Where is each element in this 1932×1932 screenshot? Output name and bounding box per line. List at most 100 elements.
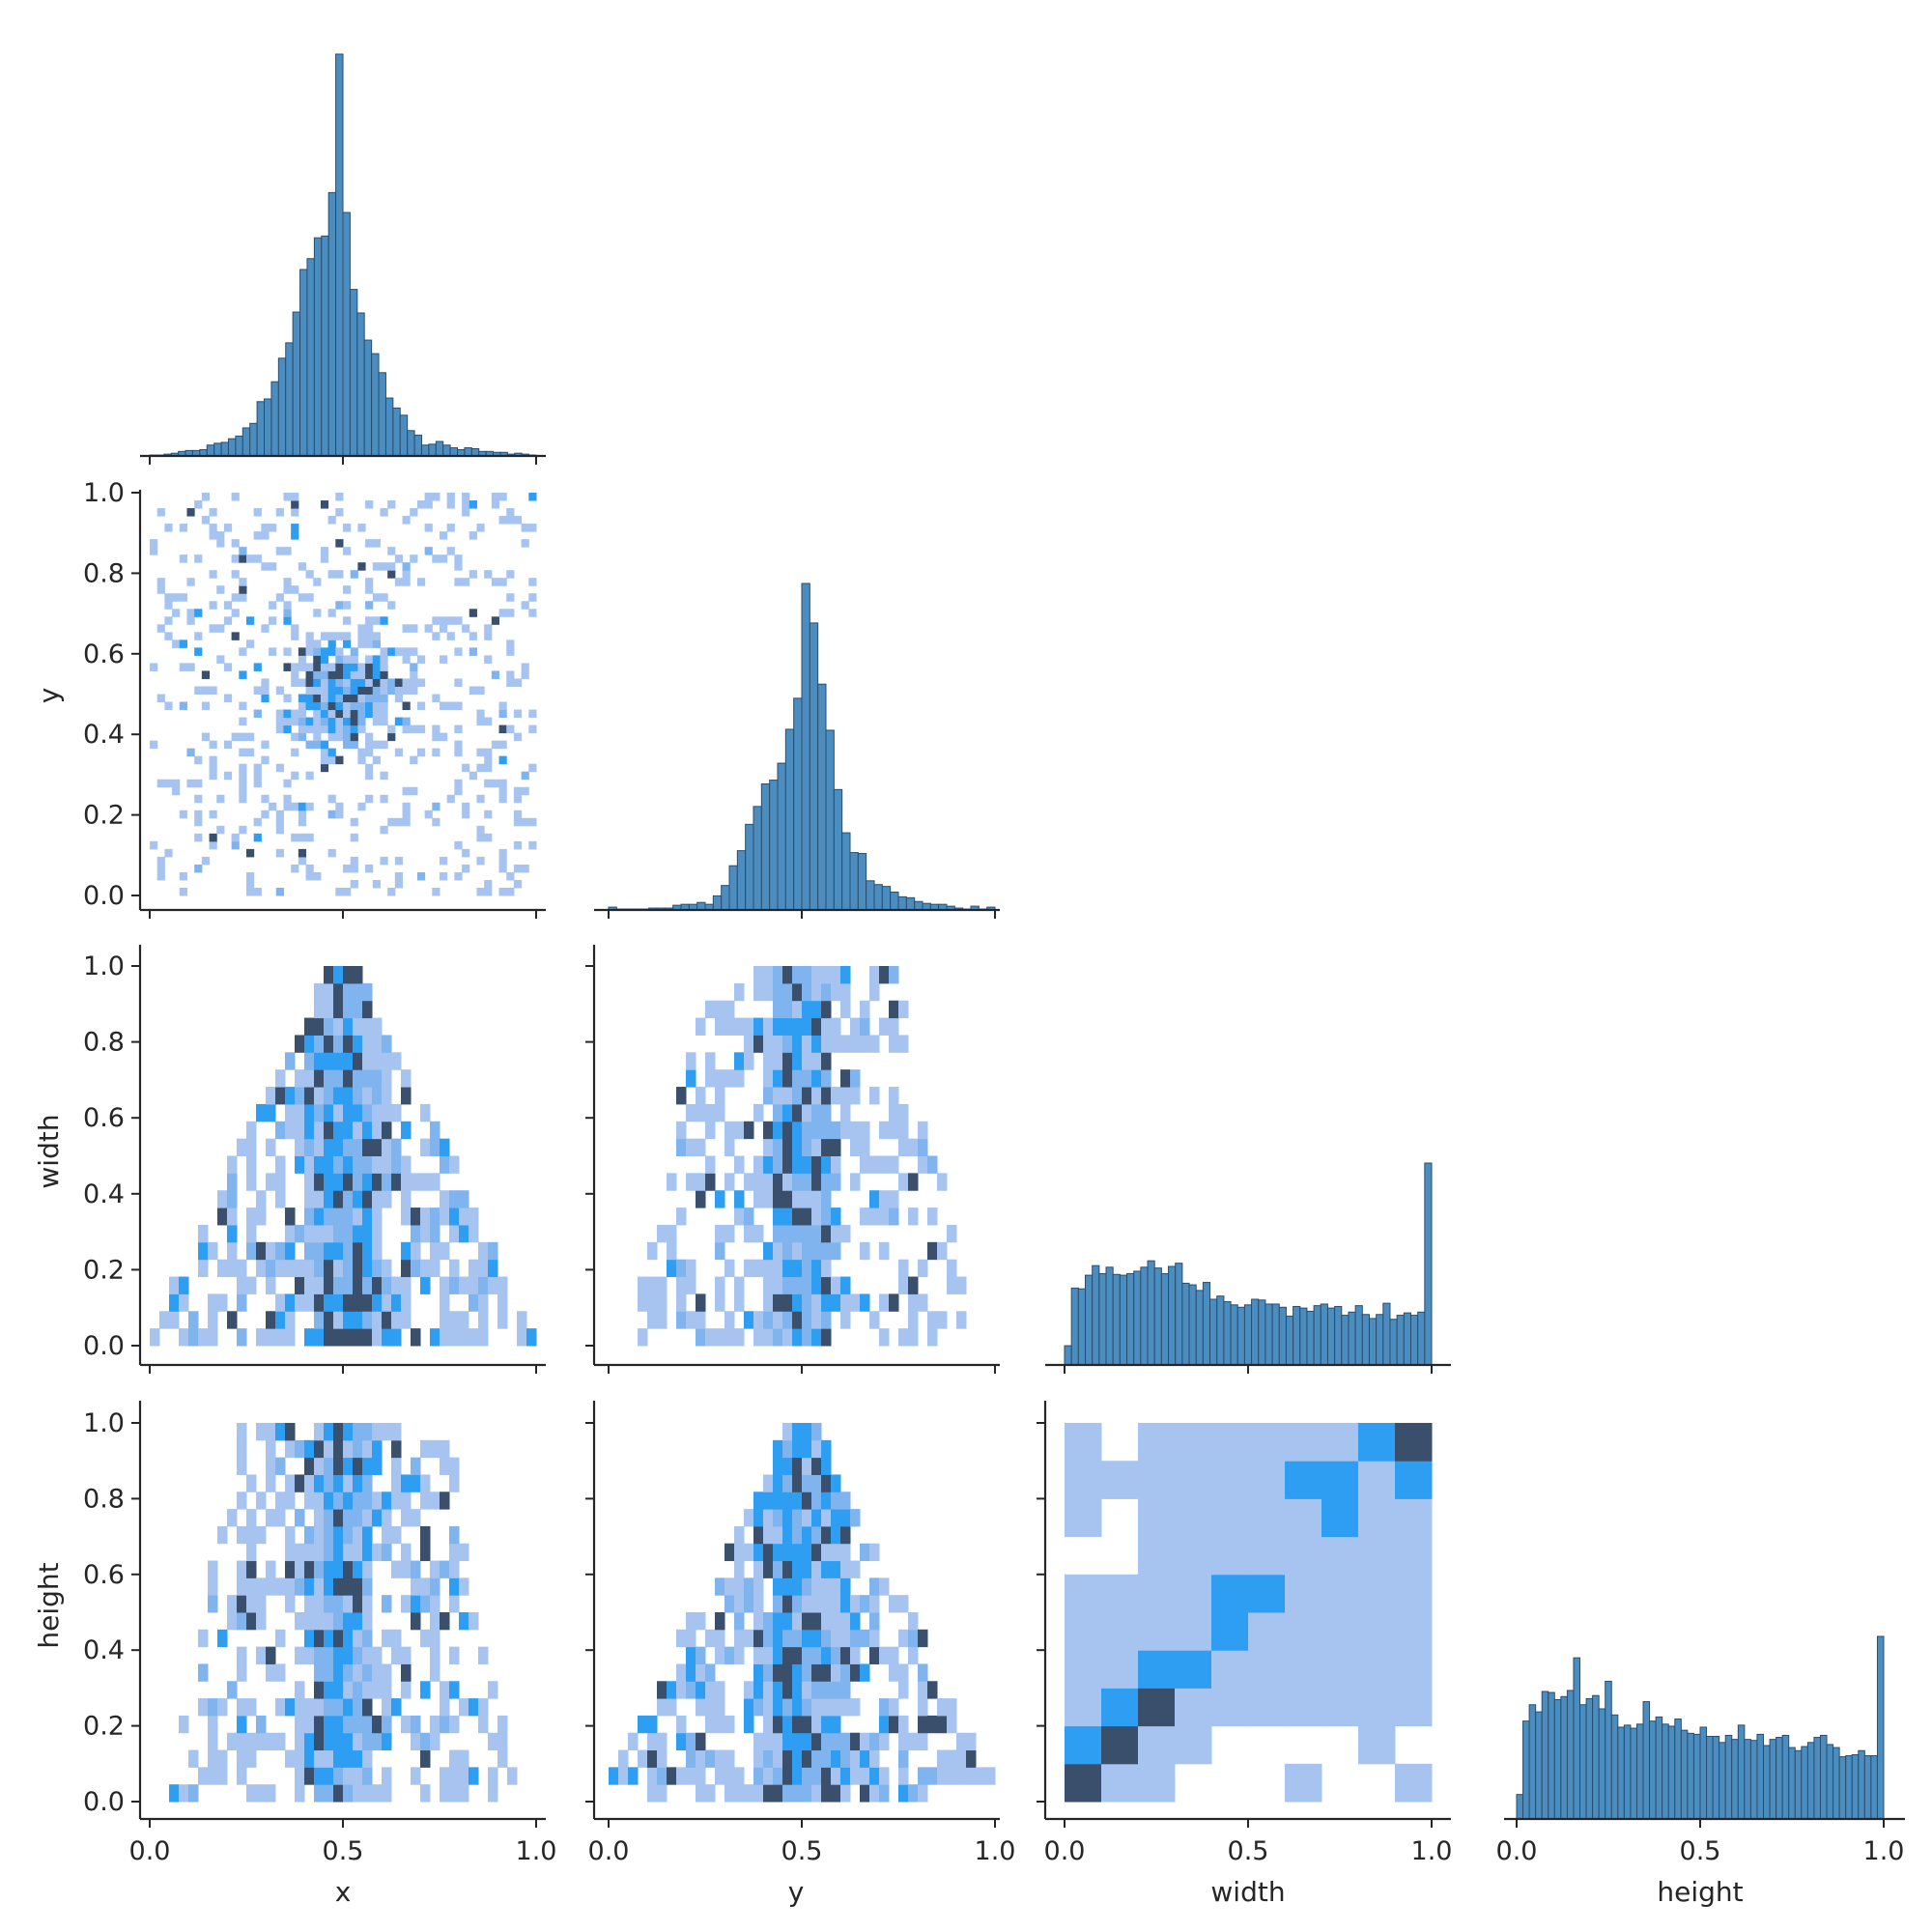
width-vs-x-cell <box>372 1293 383 1312</box>
y-vs-x-cell <box>513 864 523 873</box>
y-vs-x-cell <box>469 632 477 640</box>
height-vs-x-cell <box>246 1509 257 1527</box>
histogram-bar <box>327 191 337 457</box>
height-vs-y-cell <box>782 1439 793 1459</box>
width-vs-x-cell <box>353 1224 363 1243</box>
width-vs-x-cell <box>304 1208 315 1226</box>
height-vs-x-cell <box>246 1698 257 1717</box>
y-vs-x-cell <box>327 709 336 719</box>
y-vs-x-cell <box>350 670 358 679</box>
y-vs-x-cell <box>350 740 358 750</box>
histogram-bar <box>1147 1260 1155 1366</box>
y-vs-x-cell <box>231 632 240 640</box>
height-vs-x-cell <box>440 1767 450 1785</box>
width-vs-x-cell <box>440 1155 450 1174</box>
height-vs-x-cell <box>314 1457 325 1475</box>
height-vs-x-cell <box>227 1595 238 1613</box>
height-vs-y-cell <box>686 1681 696 1699</box>
width-vs-y-cell <box>898 1000 909 1019</box>
y-vs-x-cell <box>186 578 195 586</box>
height-vs-y-cell <box>840 1646 851 1664</box>
width-vs-x-cell <box>391 1276 402 1294</box>
height-vs-x-cell <box>237 1663 247 1682</box>
y-vs-x-cell <box>327 694 336 703</box>
height-vs-y-cell <box>831 1612 841 1631</box>
height-vs-x-cell <box>372 1681 383 1699</box>
width-vs-y-cell <box>744 1121 754 1140</box>
height-vs-y-cell <box>860 1595 870 1613</box>
height-vs-y-cell <box>898 1681 909 1699</box>
y-vs-x-cell <box>261 740 270 750</box>
width-vs-x-cell <box>256 1241 267 1261</box>
height-vs-y-cell <box>657 1749 668 1768</box>
height-vs-y-cell <box>753 1749 764 1768</box>
width-vs-y-cell <box>956 1276 967 1294</box>
height-vs-width-cell <box>1211 1536 1249 1576</box>
height-vs-x-cell <box>449 1543 460 1562</box>
y-vs-x-cell <box>253 554 262 563</box>
y-vs-x-cell <box>462 763 470 773</box>
height-vs-width-cell <box>1101 1574 1139 1613</box>
y-vs-x-cell <box>335 686 344 695</box>
height-vs-x-y-tick-label: 0.8 <box>83 1484 125 1514</box>
y-vs-x-cell <box>275 810 284 819</box>
height-vs-x-y-tick-label: 0.6 <box>83 1560 125 1590</box>
histogram-bar <box>1863 1755 1872 1820</box>
height-vs-x-cell <box>256 1612 267 1631</box>
width-vs-y-cell <box>715 1000 725 1019</box>
width-vs-y-cell <box>753 1103 764 1122</box>
height-vs-x-cell <box>256 1577 267 1596</box>
width-vs-y-cell <box>647 1293 658 1312</box>
height-vs-y-cell <box>686 1646 696 1664</box>
width-vs-x-cell <box>372 1328 383 1347</box>
height-vs-y-cell <box>734 1784 745 1803</box>
width-vs-x-cell <box>333 1017 344 1036</box>
y-vs-x-cell <box>380 616 388 625</box>
width-vs-x-cell <box>401 1241 412 1261</box>
width-vs-x-cell <box>208 1241 218 1261</box>
height-vs-x-cell <box>295 1784 305 1803</box>
y-vs-x-cell <box>298 655 307 664</box>
y-vs-x-cell <box>239 670 247 679</box>
height-vs-x-cell <box>362 1509 373 1527</box>
width-vs-y-cell <box>840 1311 851 1329</box>
y-vs-x-cell <box>357 670 366 679</box>
height-vs-width-cell <box>1395 1688 1433 1727</box>
y-vs-x-cell <box>513 709 523 719</box>
width-vs-y-cell <box>840 1087 851 1105</box>
height-vs-y-cell <box>724 1595 735 1613</box>
height-vs-x-cell <box>440 1784 450 1803</box>
height-vs-y-cell <box>744 1629 754 1648</box>
y-vs-x-cell <box>239 547 247 555</box>
y-vs-x-cell <box>291 802 299 811</box>
height-vs-y-cell <box>850 1509 861 1527</box>
y-vs-x-cell <box>327 810 336 819</box>
width-vs-y-cell <box>821 1138 832 1156</box>
histogram-bar <box>1642 1701 1651 1820</box>
height-vs-x-cell <box>391 1439 402 1459</box>
y-vs-x-cell <box>424 547 433 555</box>
height-vs-x-cell <box>449 1474 460 1492</box>
width-vs-x-cell <box>324 1190 334 1208</box>
width-vs-y-cell <box>927 1328 938 1347</box>
y-vs-x-cell <box>164 701 173 711</box>
y-vs-x-cell <box>327 701 336 711</box>
y-vs-x-cell <box>528 840 537 850</box>
width-vs-y-cell <box>821 1190 832 1208</box>
y-vs-x-cell <box>350 817 358 827</box>
height-vs-x-cell <box>343 1492 354 1510</box>
height-vs-width-cell <box>1285 1498 1322 1538</box>
y-vs-x-cell <box>410 624 418 633</box>
width-vs-x-cell <box>449 1276 460 1294</box>
width-vs-y-cell <box>753 1224 764 1243</box>
height-vs-y-cell <box>782 1457 793 1475</box>
y-vs-x-cell <box>372 701 381 711</box>
width-vs-y-cell <box>802 1224 812 1243</box>
y-vs-x-cell <box>484 755 493 765</box>
width-vs-x-cell <box>246 1138 257 1156</box>
width-vs-y-cell <box>821 1035 832 1053</box>
y-vs-x-cell <box>269 562 277 571</box>
height-vs-width-cell <box>1138 1725 1176 1765</box>
height-vs-x-cell <box>478 1698 489 1717</box>
width-vs-x-cell <box>362 1069 373 1088</box>
